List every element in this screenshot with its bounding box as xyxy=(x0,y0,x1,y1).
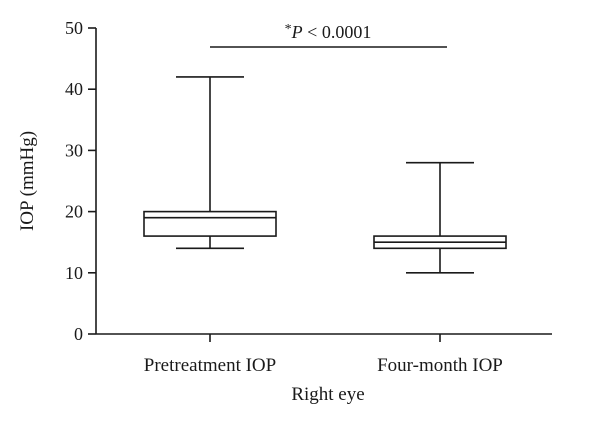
y-tick-label-10: 10 xyxy=(65,263,83,283)
x-axis-ticks: Pretreatment IOP Four-month IOP xyxy=(144,334,503,376)
y-tick-label-20: 20 xyxy=(65,202,83,222)
y-tick-label-30: 30 xyxy=(65,140,83,160)
significance-label: *P < 0.0001 xyxy=(285,22,372,42)
box-1 xyxy=(143,76,277,250)
y-axis-title: IOP (mmHg) xyxy=(17,131,38,231)
y-tick-label-0: 0 xyxy=(74,324,83,344)
x-tick-label-1: Pretreatment IOP xyxy=(144,355,276,376)
y-axis-ticks: 0 10 20 30 40 50 xyxy=(65,18,96,344)
box-series xyxy=(143,76,507,274)
y-tick-label-50: 50 xyxy=(65,18,83,38)
y-tick-label-40: 40 xyxy=(65,79,83,99)
x-axis-title: Right eye xyxy=(291,384,364,405)
iqr-box xyxy=(143,210,277,237)
p-value-text: < 0.0001 xyxy=(303,22,372,42)
x-tick-label-2: Four-month IOP xyxy=(377,355,503,376)
box-2 xyxy=(373,161,507,274)
significance-star: * xyxy=(285,22,292,37)
p-symbol: P xyxy=(291,22,303,42)
